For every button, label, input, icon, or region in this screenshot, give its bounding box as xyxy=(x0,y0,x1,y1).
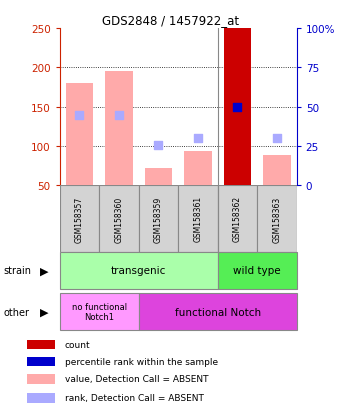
Text: value, Detection Call = ABSENT: value, Detection Call = ABSENT xyxy=(65,375,208,384)
Text: GSM158359: GSM158359 xyxy=(154,196,163,242)
FancyBboxPatch shape xyxy=(99,186,139,252)
Bar xyxy=(263,156,291,186)
Text: GDS2848 / 1457922_at: GDS2848 / 1457922_at xyxy=(102,14,239,27)
Bar xyxy=(27,374,55,384)
Text: GSM158360: GSM158360 xyxy=(115,196,123,242)
Text: GSM158357: GSM158357 xyxy=(75,196,84,242)
Bar xyxy=(27,357,55,366)
FancyBboxPatch shape xyxy=(139,186,178,252)
Text: rank, Detection Call = ABSENT: rank, Detection Call = ABSENT xyxy=(65,394,204,402)
Text: ▶: ▶ xyxy=(40,307,48,317)
FancyBboxPatch shape xyxy=(257,186,297,252)
Text: other: other xyxy=(3,307,29,317)
Text: percentile rank within the sample: percentile rank within the sample xyxy=(65,357,218,366)
Point xyxy=(274,135,280,142)
Text: functional Notch: functional Notch xyxy=(175,307,261,317)
FancyBboxPatch shape xyxy=(218,186,257,252)
Text: count: count xyxy=(65,340,90,349)
Text: GSM158362: GSM158362 xyxy=(233,196,242,242)
Text: strain: strain xyxy=(3,266,31,275)
Bar xyxy=(224,29,251,186)
Bar xyxy=(105,72,133,186)
Bar xyxy=(60,252,218,289)
Bar xyxy=(27,340,55,349)
Bar xyxy=(139,293,297,330)
Bar xyxy=(145,169,172,186)
Point xyxy=(195,135,201,142)
Text: transgenic: transgenic xyxy=(111,266,166,275)
Point xyxy=(116,112,122,119)
FancyBboxPatch shape xyxy=(60,186,99,252)
Bar xyxy=(184,151,212,186)
Text: GSM158361: GSM158361 xyxy=(193,196,203,242)
Bar xyxy=(60,293,139,330)
Point xyxy=(235,104,240,111)
Point xyxy=(77,112,82,119)
Text: ▶: ▶ xyxy=(40,266,48,275)
Bar xyxy=(218,252,297,289)
Bar xyxy=(27,393,55,403)
Text: wild type: wild type xyxy=(233,266,281,275)
FancyBboxPatch shape xyxy=(178,186,218,252)
Text: GSM158363: GSM158363 xyxy=(272,196,281,242)
Text: no functional
Notch1: no functional Notch1 xyxy=(72,302,127,321)
Point xyxy=(156,142,161,149)
Bar xyxy=(65,84,93,186)
